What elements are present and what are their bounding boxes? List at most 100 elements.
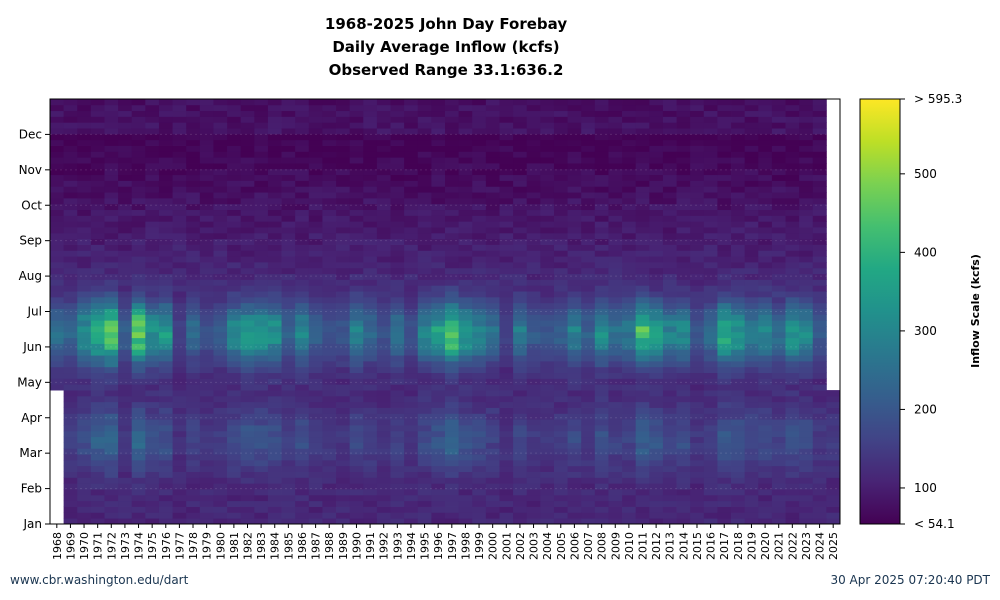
heat-cell — [771, 145, 786, 152]
heat-cell — [553, 384, 568, 391]
heat-cell — [199, 518, 214, 525]
heat-cell — [390, 419, 405, 426]
heat-cell — [744, 215, 759, 222]
heat-cell — [90, 494, 105, 502]
heat-cell — [336, 512, 351, 519]
heat-cell — [281, 174, 296, 181]
heat-cell — [63, 430, 78, 438]
heat-cell — [567, 500, 582, 507]
heat-cell — [227, 425, 242, 432]
heat-cell — [513, 227, 528, 234]
heat-cell — [812, 168, 827, 176]
heat-cell — [826, 425, 841, 432]
heat-cell — [104, 372, 119, 379]
heat-cell — [390, 128, 405, 135]
heat-cell — [172, 314, 187, 321]
heat-cell — [758, 174, 773, 181]
footer-source-link[interactable]: www.cbr.washington.edu/dart — [10, 573, 189, 587]
heat-cell — [404, 320, 419, 327]
heat-cell — [799, 256, 814, 263]
heat-cell — [622, 168, 637, 176]
heat-cell — [662, 285, 677, 292]
heat-cell — [744, 407, 759, 414]
heat-cell — [622, 366, 637, 374]
heat-cell — [526, 378, 541, 385]
heat-cell — [349, 436, 364, 443]
heat-cell — [240, 436, 255, 443]
heat-cell — [540, 197, 555, 205]
heat-cell — [431, 221, 446, 228]
heat-cell — [104, 110, 119, 117]
heat-cell — [594, 448, 609, 455]
heat-cell — [445, 459, 460, 467]
heat-cell — [376, 459, 391, 467]
heat-cell — [336, 99, 351, 106]
heat-cell — [77, 279, 92, 286]
heat-cell — [254, 244, 269, 251]
heat-cell — [131, 291, 146, 298]
heat-cell — [553, 197, 568, 205]
heat-cell — [662, 244, 677, 251]
heat-cell — [145, 454, 160, 461]
heat-cell — [199, 320, 214, 327]
heat-cell — [267, 477, 282, 484]
heat-cell — [431, 366, 446, 374]
heat-cell — [581, 384, 596, 391]
heat-cell — [567, 180, 582, 187]
heat-cell — [254, 465, 269, 472]
heat-cell — [417, 145, 432, 152]
heat-cell — [104, 459, 119, 467]
heat-cell — [812, 99, 827, 106]
heat-cell — [417, 489, 432, 496]
heat-cell — [553, 256, 568, 263]
heat-cell — [77, 209, 92, 216]
heat-cell — [404, 238, 419, 245]
heat-cell — [308, 442, 323, 449]
heat-cell — [267, 337, 282, 344]
heat-cell — [240, 425, 255, 432]
heat-cell — [731, 209, 746, 216]
heat-cell — [63, 314, 78, 321]
heat-cell — [63, 99, 78, 106]
heat-cell — [526, 372, 541, 379]
heat-cell — [186, 407, 201, 414]
heat-cell — [308, 174, 323, 181]
heat-cell — [199, 454, 214, 461]
heat-cell — [785, 308, 800, 315]
heat-cell — [376, 285, 391, 292]
heat-cell — [158, 232, 173, 240]
heat-cell — [376, 413, 391, 420]
heat-cell — [472, 360, 487, 368]
heat-cell — [458, 320, 473, 327]
heat-cell — [799, 413, 814, 420]
heat-cell — [731, 163, 746, 170]
heat-cell — [199, 291, 214, 298]
heat-cell — [404, 337, 419, 344]
heat-cell — [50, 122, 65, 129]
heat-cell — [635, 343, 650, 350]
heat-cell — [376, 395, 391, 403]
heat-cell — [445, 506, 460, 513]
heat-cell — [785, 384, 800, 391]
heat-cell — [254, 390, 269, 397]
heat-cell — [540, 372, 555, 379]
heat-cell — [703, 308, 718, 315]
heat-cell — [281, 395, 296, 403]
heat-cell — [799, 267, 814, 275]
heat-cell — [158, 238, 173, 245]
heat-cell — [308, 320, 323, 327]
heat-cell — [567, 250, 582, 257]
heat-cell — [785, 267, 800, 275]
heat-cell — [526, 436, 541, 443]
heat-cell — [526, 349, 541, 356]
heat-cell — [145, 355, 160, 362]
heat-cell — [227, 360, 242, 368]
heat-cell — [472, 459, 487, 467]
heat-cell — [622, 122, 637, 129]
heat-cell — [717, 157, 732, 164]
heat-cell — [513, 465, 528, 472]
heat-cell — [104, 296, 119, 304]
heat-cell — [513, 174, 528, 181]
heat-cell — [376, 133, 391, 141]
heat-cell — [363, 238, 378, 245]
